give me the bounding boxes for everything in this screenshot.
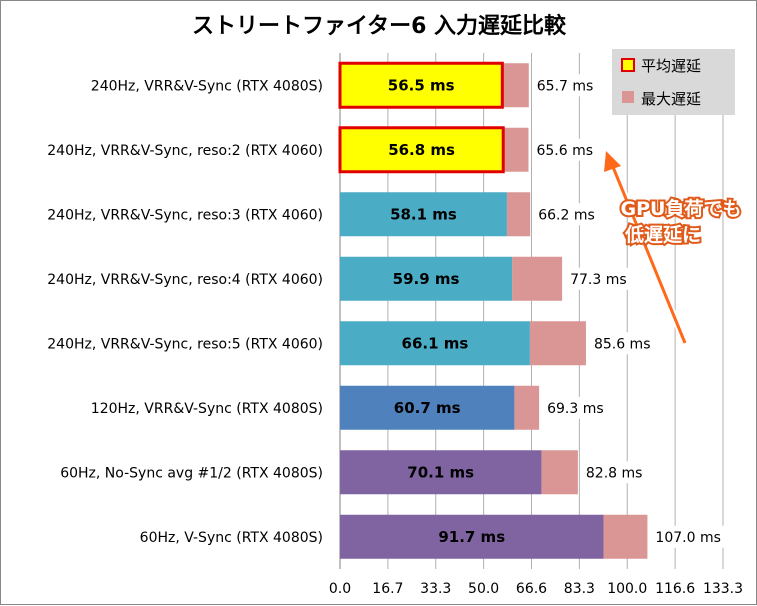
avg-latency-bar [340, 321, 530, 366]
max-value-label: 65.7 ms [537, 78, 594, 94]
avg-value-label: 56.8 ms [388, 141, 455, 159]
avg-latency-bar [340, 514, 604, 559]
legend-label-avg: 平均遅延 [641, 57, 701, 75]
avg-value-label: 70.1 ms [407, 463, 474, 481]
max-value-label-bg [532, 74, 601, 97]
category-label: 240Hz, VRR&V-Sync, reso:3 (RTX 4060) [47, 207, 323, 223]
avg-latency-bar [338, 126, 505, 174]
max-value-label-bg [543, 396, 612, 419]
max-value-label-bg [532, 138, 601, 161]
category-label: 240Hz, VRR&V-Sync (RTX 4080S) [91, 78, 323, 94]
max-value-label-bg [534, 203, 603, 226]
max-latency-bar [514, 385, 540, 430]
x-tick-label: 116.6 [655, 581, 695, 597]
avg-latency-bar [340, 385, 515, 430]
category-label: 240Hz, VRR&V-Sync, reso:4 (RTX 4060) [47, 272, 323, 288]
labels: 0.0 16.7 33.3 50.0 66.6 83.3 100.0 116.6 133.3 24… [47, 74, 743, 597]
max-latency-bar [529, 321, 586, 366]
x-tick-label: 33.3 [420, 581, 451, 597]
max-latency-bar [502, 63, 529, 108]
x-tick-label: 133.3 [703, 581, 743, 597]
category-label: 240Hz, VRR&V-Sync, reso:2 (RTX 4060) [47, 143, 323, 159]
x-tick-label: 100.0 [607, 581, 647, 597]
avg-latency-bar [340, 450, 542, 495]
chart-title: ストリートファイター6 入力遅延比較 [192, 13, 567, 39]
avg-value-label: 66.1 ms [402, 334, 469, 352]
max-value-label-bg [651, 525, 729, 548]
avg-latency-bar [340, 256, 513, 301]
max-value-label: 82.8 ms [586, 465, 643, 481]
x-tick-label: 50.0 [468, 581, 499, 597]
legend-swatch-avg [621, 58, 635, 72]
max-latency-bar [503, 127, 529, 172]
max-value-label: 107.0 ms [655, 530, 720, 546]
max-value-label: 85.6 ms [594, 336, 651, 352]
avg-value-label: 60.7 ms [394, 399, 461, 417]
x-tick-label: 83.3 [564, 581, 595, 597]
annotation-arrowhead [604, 151, 621, 172]
max-latency-bar [512, 256, 563, 301]
max-latency-bar [541, 450, 578, 495]
avg-value-label: 59.9 ms [393, 270, 460, 288]
category-label: 240Hz, VRR&V-Sync, reso:5 (RTX 4060) [47, 336, 323, 352]
max-value-label: 77.3 ms [570, 272, 627, 288]
max-value-label: 65.6 ms [536, 143, 593, 159]
avg-value-label: 58.1 ms [390, 205, 457, 223]
max-value-label-bg [581, 461, 651, 484]
x-tick-label: 66.6 [516, 581, 547, 597]
max-latency-bar [603, 514, 648, 559]
max-value-label: 66.2 ms [538, 207, 595, 223]
x-tick-label: 16.7 [372, 581, 403, 597]
max-value-label-bg [566, 267, 635, 290]
annotation-line-2: 低遅延に [624, 223, 701, 246]
legend-label-max: 最大遅延 [641, 90, 701, 108]
x-tick-label: 0.0 [329, 581, 351, 597]
max-value-label: 69.3 ms [547, 401, 604, 417]
legend-swatch-max [622, 91, 634, 103]
avg-latency-bar [338, 61, 504, 109]
annotation-arrow [611, 166, 687, 344]
bars [338, 61, 648, 559]
max-latency-bar [506, 192, 531, 237]
avg-value-label: 91.7 ms [438, 528, 505, 546]
avg-latency-bar [340, 192, 507, 237]
max-value-label-bg [589, 332, 659, 355]
category-label: 60Hz, V-Sync (RTX 4080S) [140, 530, 323, 546]
category-label: 60Hz, No-Sync avg #1/2 (RTX 4080S) [60, 465, 323, 481]
category-label: 120Hz, VRR&V-Sync (RTX 4080S) [91, 401, 323, 417]
avg-value-label: 56.5 ms [388, 76, 455, 94]
annotation-line-1: GPU負荷でも [621, 197, 742, 220]
